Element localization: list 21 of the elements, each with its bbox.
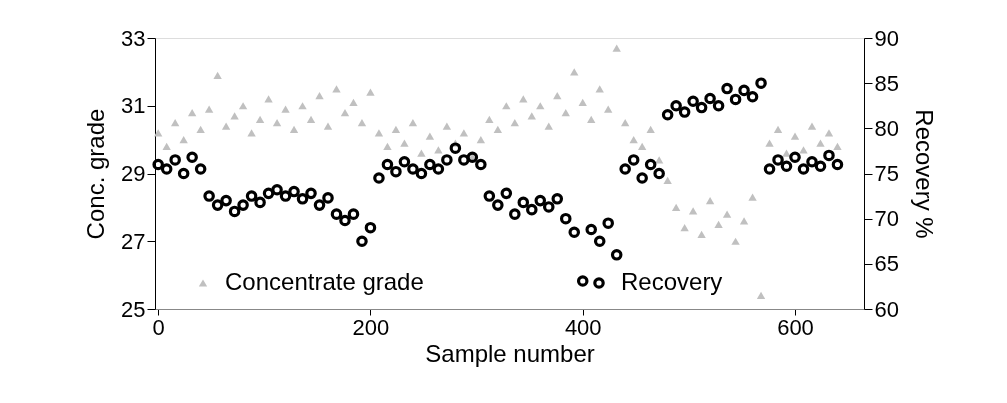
y-axis-title: Conc. grade: [82, 108, 110, 240]
y-tick-label: 27: [121, 228, 146, 254]
y2-tick-label: 75: [874, 161, 899, 186]
y2-axis-title: Recovery %: [910, 109, 938, 239]
y2-tick-label: 85: [874, 70, 899, 96]
y2-tick-label: 70: [874, 206, 899, 232]
x-tick-label: 600: [777, 314, 814, 340]
y-tick-label: 25: [121, 296, 146, 322]
y2-tick-label: 80: [874, 115, 899, 141]
y-tick-label: 31: [121, 93, 146, 119]
x-tick-label: 0: [152, 314, 165, 340]
y-tick-label: 29: [121, 161, 146, 186]
y2-tick-label: 65: [874, 251, 899, 277]
y2-tick-label: 60: [874, 296, 899, 322]
x-tick-label: 400: [564, 314, 602, 340]
legend-label: Concentrate grade: [225, 268, 424, 295]
y-tick-label: 33: [121, 25, 146, 51]
x-tick-label: 200: [352, 314, 390, 340]
legend-label: Recovery: [621, 268, 723, 295]
y2-tick-label: 90: [874, 25, 899, 51]
x-axis-title: Sample number: [425, 339, 595, 367]
